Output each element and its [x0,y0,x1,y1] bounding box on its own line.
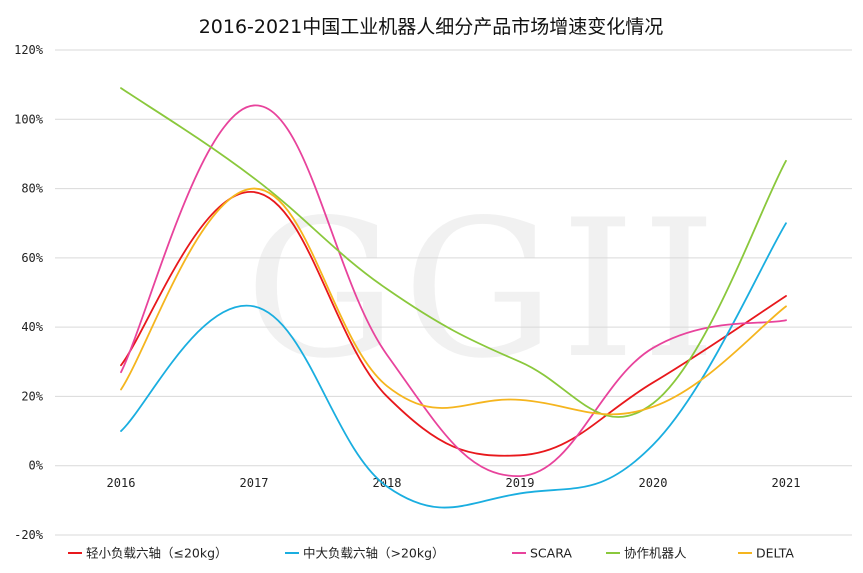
legend-label: 协作机器人 [624,546,687,561]
legend-label: 中大负载六轴（>20kg） [303,546,445,561]
x-tick-label: 2017 [240,476,269,490]
x-axis-ticks: 2016 2017 2018 2019 2020 2021 [107,476,801,490]
x-tick-label: 2021 [772,476,801,490]
legend: 轻小负载六轴（≤20kg） 中大负载六轴（>20kg） SCARA 协作机器人 DELT… [68,546,794,561]
y-tick-label: 100% [14,112,44,126]
x-tick-label: 2019 [506,476,535,490]
watermark: GGII [245,179,723,400]
legend-label: SCARA [530,546,572,561]
legend-label: 轻小负载六轴（≤20kg） [86,546,228,561]
y-tick-label: 120% [14,43,44,57]
chart-title: 2016-2021中国工业机器人细分产品市场增速变化情况 [199,16,664,38]
y-tick-label: 60% [21,251,43,265]
series-line-3 [120,104,787,478]
y-tick-label: 0% [29,459,44,473]
x-tick-label: 2020 [639,476,668,490]
series-line-1 [120,191,787,457]
series-line-4 [120,87,787,418]
legend-label: DELTA [756,546,794,561]
y-tick-label: 40% [21,320,43,334]
y-tick-label: -20% [14,528,44,542]
series-lines [120,87,787,509]
x-tick-label: 2016 [107,476,136,490]
y-tick-label: 20% [21,389,43,403]
series-line-2 [120,222,787,509]
y-axis-ticks: -20% 0% 20% 40% 60% 80% 100% 120% [14,43,44,542]
y-tick-label: 80% [21,182,43,196]
series-line-5 [120,187,787,416]
grid [55,49,852,536]
